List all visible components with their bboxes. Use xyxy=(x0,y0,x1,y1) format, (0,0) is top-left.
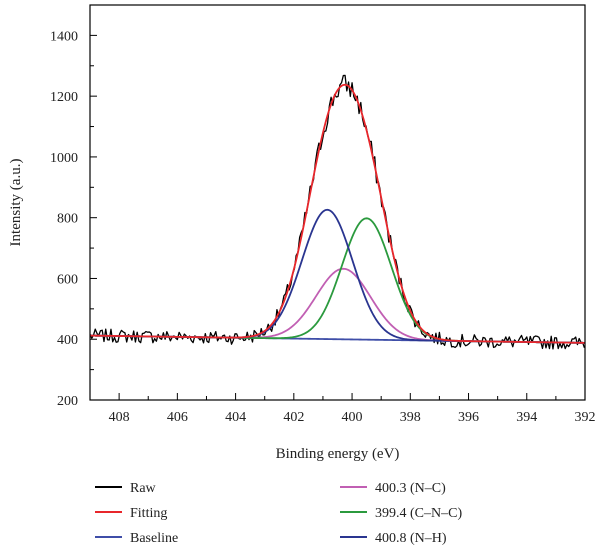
y-tick-label: 200 xyxy=(57,394,78,409)
plot-frame xyxy=(89,4,586,401)
legend-label-1: Fitting xyxy=(130,506,167,521)
x-tick-label: 398 xyxy=(400,410,421,425)
x-tick-label: 400 xyxy=(342,410,363,425)
series-line-1 xyxy=(90,83,585,344)
legend-label-0: Raw xyxy=(130,481,157,496)
plot-curves xyxy=(90,74,585,350)
legend-label-4: 399.4 (C–N–C) xyxy=(375,506,462,521)
y-axis: 200 400 600 800 1000 1200 1400 xyxy=(50,4,97,409)
legend-label-3: 400.3 (N–C) xyxy=(375,481,446,496)
legend-label-5: 400.8 (N–H) xyxy=(375,531,447,546)
y-tick-label: 1200 xyxy=(50,90,78,105)
x-axis: 408 406 404 402 400 398 396 394 392 xyxy=(89,393,596,425)
x-tick-label: 392 xyxy=(575,410,596,425)
series-line-0 xyxy=(90,74,585,350)
x-tick-label: 402 xyxy=(283,410,304,425)
x-tick-label: 396 xyxy=(458,410,479,425)
y-axis-label: Intensity (a.u.) xyxy=(8,159,24,247)
legend-label-2: Baseline xyxy=(130,531,178,546)
x-tick-label: 394 xyxy=(516,410,537,425)
y-tick-label: 800 xyxy=(57,212,78,227)
x-tick-label: 404 xyxy=(225,410,246,425)
x-tick-label: 408 xyxy=(109,410,130,425)
y-tick-label: 1400 xyxy=(50,29,78,44)
y-tick-label: 600 xyxy=(57,272,78,287)
x-axis-label: Binding energy (eV) xyxy=(276,446,400,462)
legend: Raw Fitting Baseline 400.3 (N–C) 399.4 (C–N–… xyxy=(95,481,462,546)
x-tick-label: 406 xyxy=(167,410,188,425)
y-tick-label: 1000 xyxy=(50,151,78,166)
series-line-4 xyxy=(90,217,585,344)
y-tick-label: 400 xyxy=(57,333,78,348)
